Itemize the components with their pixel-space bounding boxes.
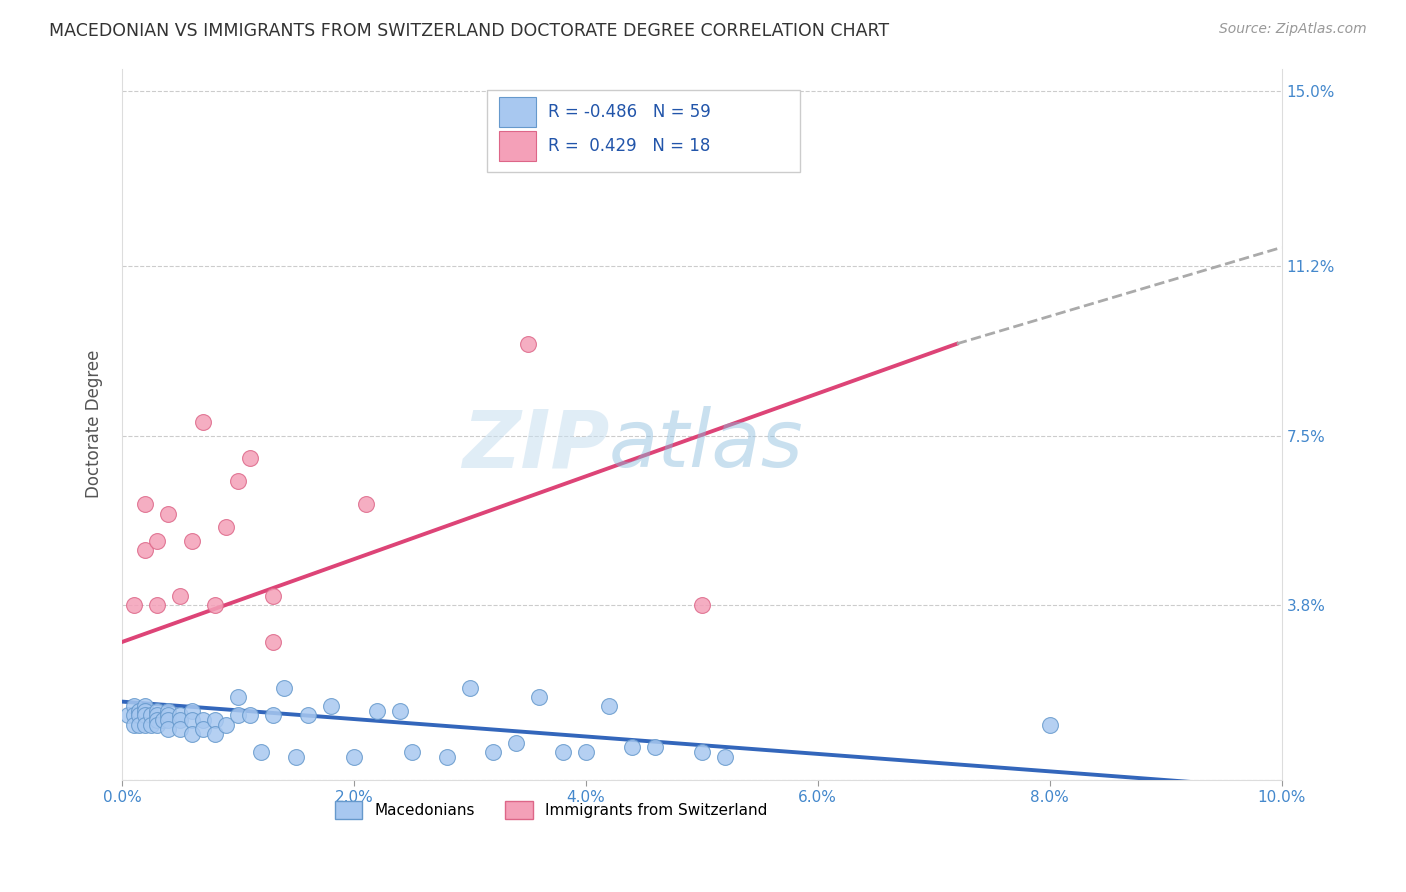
Point [146, 717, 169, 731]
Point [134, 708, 156, 723]
Y-axis label: Doctorate Degree: Doctorate Degree [86, 350, 103, 499]
Point [482, 745, 505, 759]
Point [146, 708, 169, 723]
Point [516, 336, 538, 351]
Point [134, 699, 156, 714]
Point [389, 704, 412, 718]
Point [157, 507, 180, 521]
Point [134, 704, 156, 718]
Point [714, 749, 737, 764]
Point [157, 704, 180, 718]
Point [169, 722, 191, 736]
Point [122, 599, 145, 613]
Text: atlas: atlas [609, 407, 804, 484]
Point [204, 727, 226, 741]
Point [122, 699, 145, 714]
Point [262, 635, 284, 649]
FancyBboxPatch shape [488, 90, 800, 171]
Text: R = -0.486   N = 59: R = -0.486 N = 59 [547, 103, 710, 121]
Point [134, 543, 156, 558]
Point [690, 599, 713, 613]
Point [139, 708, 162, 723]
Point [193, 722, 215, 736]
Point [366, 704, 388, 718]
Point [401, 745, 423, 759]
Point [117, 708, 139, 723]
Text: MACEDONIAN VS IMMIGRANTS FROM SWITZERLAND DOCTORATE DEGREE CORRELATION CHART: MACEDONIAN VS IMMIGRANTS FROM SWITZERLAN… [49, 22, 890, 40]
Point [169, 589, 191, 603]
Point [134, 717, 156, 731]
Point [505, 736, 527, 750]
Point [226, 690, 249, 704]
Point [139, 717, 162, 731]
Point [180, 704, 202, 718]
Point [575, 745, 598, 759]
Text: R =  0.429   N = 18: R = 0.429 N = 18 [547, 137, 710, 155]
Point [529, 690, 551, 704]
Point [250, 745, 273, 759]
Point [551, 745, 574, 759]
Legend: Macedonians, Immigrants from Switzerland: Macedonians, Immigrants from Switzerland [329, 795, 773, 825]
Point [128, 704, 150, 718]
Point [169, 708, 191, 723]
Point [239, 451, 262, 466]
Point [215, 520, 238, 534]
Point [598, 699, 620, 714]
Point [262, 589, 284, 603]
Point [193, 713, 215, 727]
Point [297, 708, 319, 723]
Point [122, 708, 145, 723]
Point [193, 415, 215, 429]
Point [285, 749, 308, 764]
FancyBboxPatch shape [499, 131, 536, 161]
Point [644, 740, 666, 755]
Point [204, 599, 226, 613]
Point [146, 713, 169, 727]
Point [226, 708, 249, 723]
Point [262, 708, 284, 723]
FancyBboxPatch shape [499, 97, 536, 127]
Point [690, 745, 713, 759]
Point [128, 717, 150, 731]
Point [146, 534, 169, 549]
Point [354, 497, 377, 511]
Point [204, 713, 226, 727]
Point [146, 704, 169, 718]
Point [152, 713, 174, 727]
Point [169, 713, 191, 727]
Point [1039, 717, 1062, 731]
Point [157, 708, 180, 723]
Point [215, 717, 238, 731]
Point [122, 717, 145, 731]
Point [319, 699, 342, 714]
Point [180, 534, 202, 549]
Point [226, 475, 249, 489]
Point [180, 727, 202, 741]
Point [157, 722, 180, 736]
Point [436, 749, 458, 764]
Point [128, 708, 150, 723]
Point [273, 681, 295, 695]
Point [134, 497, 156, 511]
Text: ZIP: ZIP [461, 407, 609, 484]
Point [157, 713, 180, 727]
Point [180, 713, 202, 727]
Point [343, 749, 366, 764]
Point [239, 708, 262, 723]
Text: Source: ZipAtlas.com: Source: ZipAtlas.com [1219, 22, 1367, 37]
Point [458, 681, 481, 695]
Point [146, 599, 169, 613]
Point [621, 740, 644, 755]
